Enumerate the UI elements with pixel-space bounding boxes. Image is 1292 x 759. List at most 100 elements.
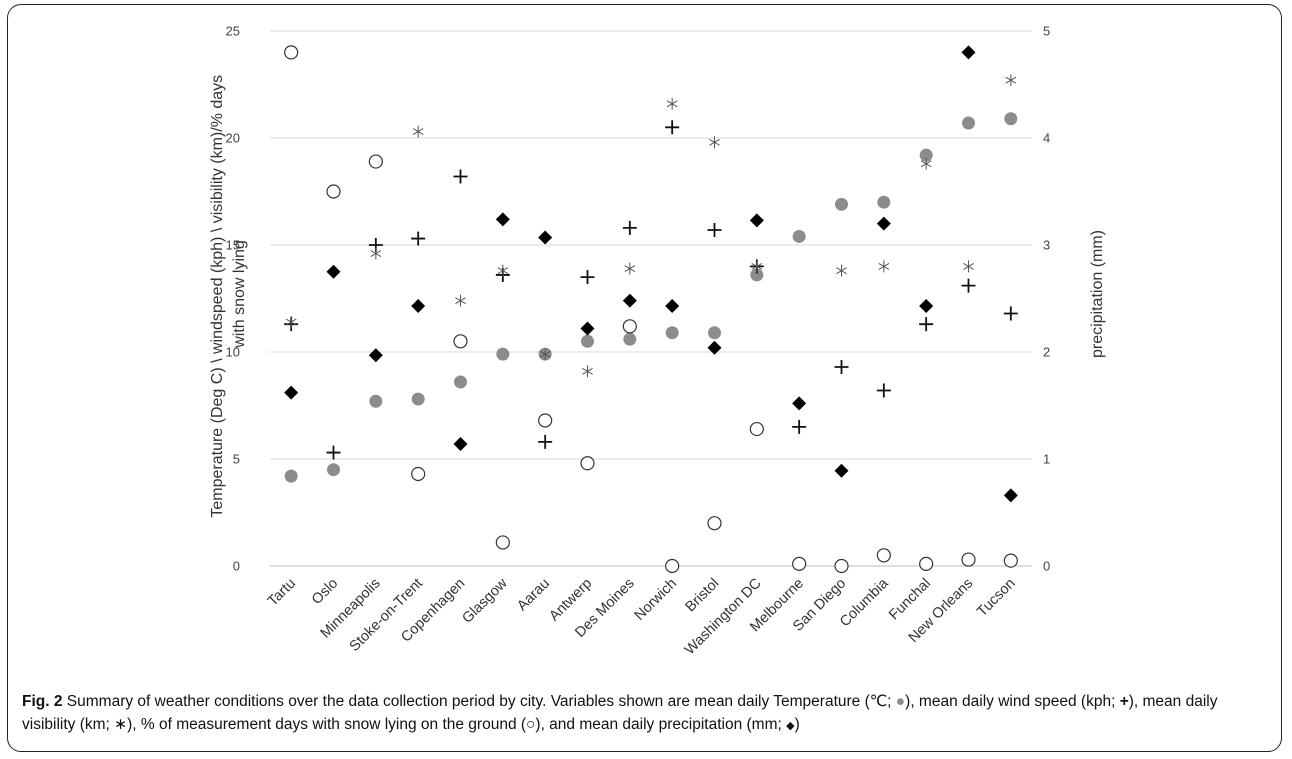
precipitation-point (284, 385, 299, 400)
left-axis-title: Temperature (Deg C) \ windspeed (kph) \ … (209, 70, 248, 517)
caption-text-1: Summary of weather conditions over the d… (62, 693, 896, 710)
temperature-point (411, 392, 425, 406)
temperature-point (327, 463, 340, 477)
precipitation-point (368, 348, 383, 363)
figure-frame (7, 4, 1282, 752)
precipitation-point (834, 463, 849, 478)
visibility-point (624, 262, 636, 275)
temperature-point (454, 375, 467, 389)
visibility-point (1005, 74, 1017, 87)
data-marks (284, 45, 1018, 574)
right-axis-title: precipitation (mm) (1089, 230, 1106, 358)
temperature-point (284, 469, 298, 483)
left-tick-label: 20 (226, 131, 240, 146)
visibility-point (497, 264, 509, 277)
precipitation-point (665, 298, 680, 313)
wind-speed-point (665, 120, 680, 135)
caption-text-6: ) (794, 716, 800, 733)
temperature-point (581, 334, 594, 348)
precipitation-point (495, 212, 510, 227)
temperature-point (962, 116, 975, 130)
visibility-point (412, 125, 424, 138)
figure-caption: Fig. 2 Summary of weather conditions ove… (22, 690, 1272, 738)
caption-symbol-snow: ○ (526, 716, 536, 733)
caption-text-4: ), % of measurement days with snow lying… (127, 716, 527, 733)
precipitation-point (749, 213, 764, 228)
category-label: Tartu (265, 576, 299, 610)
snow-lying-point (580, 456, 595, 471)
snow-lying-point (749, 421, 764, 437)
visibility-point (836, 264, 847, 277)
caption-symbol-visibility: ∗ (114, 716, 128, 733)
temperature-point (792, 229, 806, 243)
right-tick-label: 2 (1043, 345, 1050, 360)
caption-text-5: ), and mean daily precipitation (mm; (535, 716, 787, 733)
category-label: Bristol (683, 576, 723, 616)
visibility-point (920, 157, 932, 170)
temperature-point (496, 347, 510, 361)
snow-lying-point (622, 319, 637, 334)
visibility-point (455, 294, 466, 307)
temperature-point (665, 326, 679, 340)
wind-speed-point (834, 359, 849, 374)
precipitation-point (1003, 488, 1018, 503)
caption-fig-label: Fig. 2 (22, 693, 63, 710)
snow-lying-point (495, 535, 510, 550)
snow-lying-point (411, 466, 426, 482)
caption-text-2: ), mean daily wind speed (kph; (905, 693, 1120, 710)
left-tick-label: 0 (233, 559, 240, 574)
right-tick-label: 0 (1043, 559, 1050, 574)
category-labels: Tartu OsloMinneapolisStoke-on-TrentCopenh… (265, 575, 1019, 658)
wind-speed-point (538, 434, 553, 449)
snow-lying-point (961, 552, 976, 567)
snow-lying-point (876, 548, 891, 563)
temperature-point (750, 268, 764, 282)
right-tick-label: 3 (1043, 238, 1050, 253)
wind-speed-point (961, 278, 976, 293)
snow-lying-point (792, 556, 807, 571)
precipitation-point (538, 230, 553, 245)
snow-lying-point (919, 556, 934, 571)
snow-lying-point (834, 558, 849, 574)
right-axis-ticks: 0 1 2 3 4 5 (1043, 24, 1050, 574)
wind-speed-point (326, 445, 341, 460)
wind-speed-point (919, 317, 934, 332)
visibility-point (370, 247, 382, 260)
precipitation-point (580, 321, 595, 336)
wind-speed-point (792, 419, 807, 434)
caption-symbol-wind: + (1119, 693, 1129, 710)
temperature-point (623, 332, 637, 346)
category-label: Stoke-on-Trent (347, 576, 426, 655)
caption-symbol-precipitation: ◆ (786, 720, 795, 732)
temperature-point (369, 394, 383, 408)
caption-text-3: ), mean daily visibility (km; (22, 693, 1218, 733)
category-label: Oslo (309, 576, 341, 608)
temperature-point (877, 195, 891, 209)
precipitation-point (792, 396, 807, 411)
right-tick-label: 5 (1043, 24, 1050, 39)
wind-speed-point (453, 169, 468, 184)
left-tick-label: 5 (233, 452, 240, 467)
left-tick-label: 15 (226, 238, 240, 253)
snow-lying-point (368, 154, 383, 169)
category-label: Washington DC (682, 576, 765, 659)
right-tick-label: 4 (1043, 131, 1050, 146)
visibility-point (878, 260, 890, 273)
precipitation-point (453, 437, 468, 452)
visibility-point (666, 97, 678, 110)
category-label: Aarau (514, 576, 553, 615)
visibility-point (963, 260, 974, 273)
snow-lying-point (1003, 553, 1018, 568)
visibility-point (709, 136, 720, 149)
snow-lying-point (453, 334, 468, 349)
snow-lying-point (284, 45, 299, 60)
precipitation-point (411, 298, 426, 313)
precipitation-point (707, 340, 722, 355)
precipitation-point (961, 45, 976, 60)
wind-speed-point (1003, 306, 1018, 321)
temperature-point (708, 326, 721, 340)
visibility-point (539, 348, 551, 361)
precipitation-point (622, 293, 637, 308)
snow-lying-point (326, 184, 341, 199)
